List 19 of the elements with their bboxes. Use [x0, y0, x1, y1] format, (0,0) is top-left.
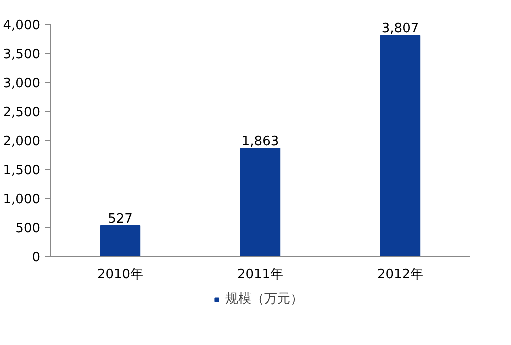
y-tick-label: 2,000 — [3, 134, 40, 150]
y-tick-label: 3,500 — [3, 48, 40, 62]
y-tick-label: 1,500 — [3, 164, 40, 178]
data-label: 527 — [108, 212, 133, 227]
y-tick-label: 3,000 — [3, 76, 40, 92]
y-tick-label: 4,000 — [3, 18, 40, 34]
data-label: 1,863 — [242, 134, 280, 150]
bar — [380, 35, 421, 256]
x-tick-label: 2012年 — [377, 268, 424, 282]
bar — [100, 225, 141, 256]
x-tick-label: 2010年 — [97, 268, 144, 282]
x-tick-label: 2011年 — [237, 268, 284, 282]
y-tick-label: 500 — [16, 222, 41, 236]
y-tick-label: 0 — [32, 250, 41, 266]
data-label: 3,807 — [382, 22, 420, 37]
bar — [240, 148, 281, 256]
y-tick-label: 2,500 — [3, 106, 40, 120]
legend-label: 规模（万元） — [226, 291, 304, 308]
y-tick-label: 1,000 — [3, 192, 40, 208]
